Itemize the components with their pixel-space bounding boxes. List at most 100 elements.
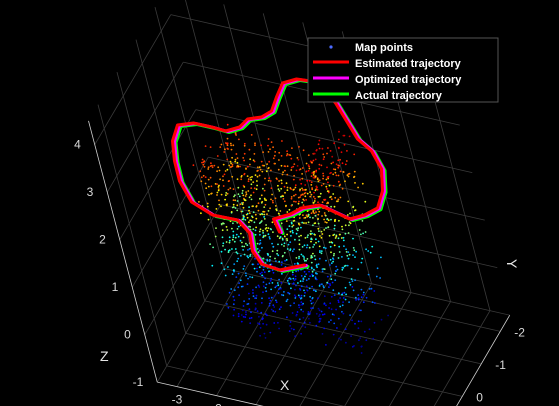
- map-point: [360, 352, 363, 354]
- map-point: [225, 203, 228, 206]
- map-point: [215, 208, 218, 210]
- map-point: [305, 188, 307, 191]
- map-point: [289, 187, 292, 189]
- map-point: [285, 182, 288, 185]
- map-point: [318, 309, 321, 312]
- map-point: [361, 257, 364, 260]
- map-point: [220, 193, 223, 196]
- map-point: [232, 314, 235, 317]
- map-point: [309, 275, 311, 278]
- map-point: [318, 195, 321, 198]
- map-point: [256, 166, 259, 169]
- map-point: [241, 210, 244, 213]
- map-point: [293, 294, 296, 297]
- map-point: [236, 228, 239, 230]
- map-point: [242, 236, 245, 239]
- map-point: [361, 182, 364, 185]
- map-point: [242, 315, 245, 318]
- map-point: [291, 250, 294, 253]
- map-point: [324, 214, 327, 217]
- map-point: [323, 313, 326, 316]
- grid-line-side-z: [106, 61, 184, 193]
- map-point: [320, 310, 323, 313]
- map-point: [206, 202, 209, 205]
- map-point: [362, 232, 364, 235]
- y-tick-label: 0: [476, 390, 483, 404]
- map-point: [327, 191, 330, 194]
- map-point: [328, 321, 330, 323]
- map-point: [249, 253, 252, 256]
- map-point: [280, 287, 282, 290]
- map-point: [261, 200, 264, 203]
- map-point: [373, 290, 376, 292]
- grid-line-side-z: [131, 156, 209, 288]
- map-point: [281, 140, 283, 142]
- map-point: [231, 163, 234, 166]
- map-point: [225, 192, 228, 194]
- map-point: [319, 235, 321, 237]
- map-point: [332, 168, 335, 171]
- map-point: [351, 319, 353, 322]
- map-point: [331, 155, 334, 158]
- map-point: [284, 259, 286, 262]
- map-point: [337, 198, 340, 201]
- map-point: [280, 182, 283, 185]
- map-point: [222, 163, 225, 166]
- map-point: [214, 183, 217, 185]
- map-point: [225, 194, 227, 197]
- map-point: [330, 251, 332, 254]
- map-point: [238, 138, 240, 141]
- map-point: [353, 176, 355, 179]
- map-point: [297, 196, 300, 199]
- map-point: [340, 323, 342, 326]
- map-point: [349, 314, 351, 316]
- map-point: [272, 231, 274, 234]
- map-point: [232, 236, 235, 239]
- map-point: [285, 259, 288, 261]
- map-point: [245, 274, 248, 277]
- map-point: [344, 163, 347, 166]
- map-point: [330, 162, 333, 165]
- map-point: [316, 188, 319, 191]
- map-point: [334, 168, 337, 171]
- map-point: [311, 172, 314, 174]
- x-tick-label: -2: [211, 402, 222, 406]
- map-point: [300, 253, 303, 256]
- map-point: [192, 164, 195, 167]
- map-point: [298, 243, 301, 246]
- map-point: [256, 310, 259, 313]
- map-point: [262, 275, 265, 278]
- map-point: [249, 176, 252, 179]
- map-point: [265, 290, 268, 293]
- map-point: [283, 245, 285, 247]
- map-point: [317, 208, 319, 211]
- map-point: [304, 237, 307, 239]
- map-point: [329, 275, 332, 277]
- map-point: [263, 197, 266, 200]
- map-point: [297, 158, 300, 161]
- map-point: [250, 183, 253, 186]
- map-point: [325, 259, 327, 262]
- map-point: [341, 187, 344, 190]
- map-point: [310, 240, 312, 243]
- map-point: [321, 201, 324, 204]
- map-point: [306, 236, 309, 239]
- legend-marker-map-points: [329, 45, 333, 49]
- map-point: [303, 295, 306, 297]
- map-point: [325, 178, 328, 181]
- map-point: [241, 192, 244, 195]
- map-point: [280, 294, 283, 296]
- map-point: [234, 248, 237, 250]
- map-point: [311, 273, 313, 276]
- map-point: [261, 271, 263, 274]
- map-point: [313, 255, 316, 257]
- map-point: [336, 268, 339, 271]
- map-point: [277, 284, 280, 287]
- map-point: [212, 246, 215, 249]
- map-point: [270, 141, 273, 144]
- map-point: [273, 322, 276, 324]
- map-point: [253, 267, 256, 270]
- map-point: [283, 200, 286, 203]
- map-point: [294, 184, 297, 187]
- map-point: [251, 205, 254, 208]
